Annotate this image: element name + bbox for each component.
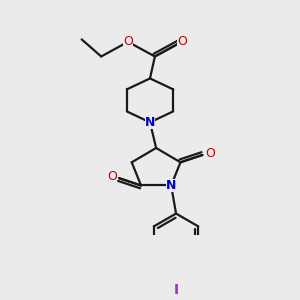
Text: O: O [107, 170, 117, 184]
Text: I: I [173, 284, 178, 297]
Text: N: N [166, 179, 176, 192]
Text: O: O [123, 35, 133, 48]
Text: O: O [205, 147, 215, 160]
Text: O: O [177, 35, 187, 48]
Text: N: N [145, 116, 155, 129]
